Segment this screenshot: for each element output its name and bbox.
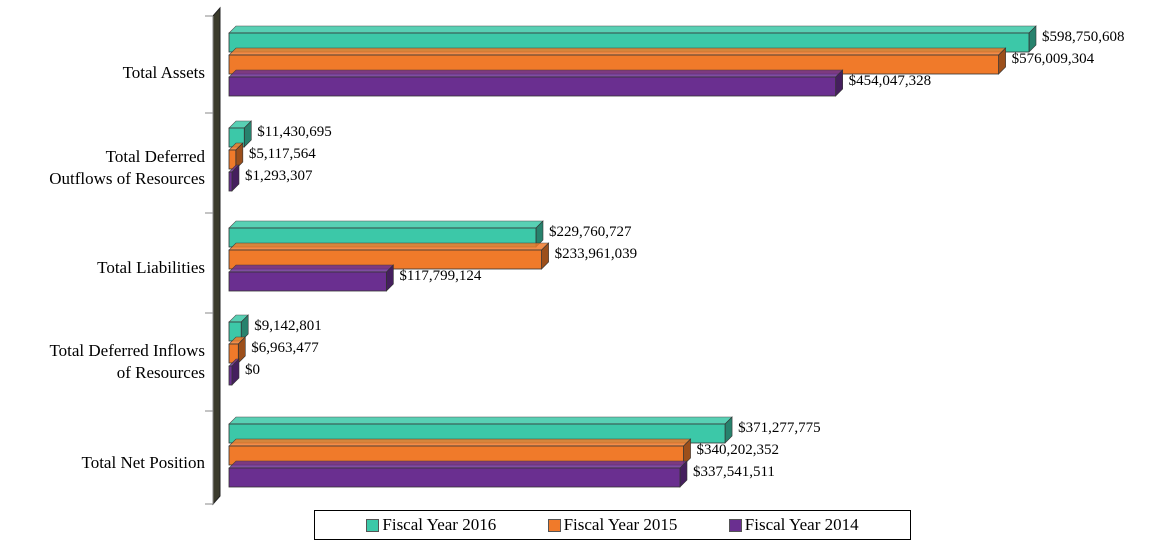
bar-top-face (228, 47, 1007, 56)
data-label: $5,117,564 (249, 146, 316, 162)
data-label: $9,142,801 (254, 318, 321, 334)
bar (228, 467, 681, 488)
data-label: $371,277,775 (738, 420, 821, 436)
legend-item: Fiscal Year 2016 (366, 515, 496, 535)
category-label: Total Net Position (82, 453, 206, 472)
category-label: Outflows of Resources (49, 169, 205, 188)
data-label: $0 (245, 362, 260, 378)
data-label: $598,750,608 (1042, 29, 1125, 45)
bar-top-face (228, 25, 1037, 34)
bar-chart: Total Assets Total Deferred Outflows of Re… (49, 6, 1125, 506)
data-label: $454,047,328 (849, 73, 932, 89)
legend-swatch (728, 518, 742, 532)
legend-swatch (366, 518, 380, 532)
legend-label: Fiscal Year 2015 (563, 515, 678, 534)
axis-wall (212, 6, 221, 506)
data-label: $337,541,511 (693, 464, 775, 480)
data-label: $233,961,039 (555, 246, 638, 262)
bar-top-face (228, 416, 733, 425)
bar (228, 76, 837, 97)
bar-top-face (228, 460, 688, 469)
bar-top-face (228, 438, 692, 447)
data-label: $576,009,304 (1012, 51, 1095, 67)
category-label: Total Assets (123, 63, 205, 82)
bar (228, 365, 233, 386)
bar-top-face (228, 220, 544, 229)
bar (228, 171, 233, 192)
category-label: Total Deferred Inflows (49, 341, 205, 360)
legend-item: Fiscal Year 2014 (728, 515, 859, 535)
legend-swatch (547, 518, 561, 532)
bar-top-face (228, 242, 550, 251)
category-label: Total Liabilities (97, 258, 205, 277)
data-label: $229,760,727 (549, 224, 632, 240)
data-label: $1,293,307 (245, 168, 313, 184)
category-label: of Resources (117, 363, 205, 382)
data-label: $340,202,352 (697, 442, 780, 458)
bar-top-face (228, 264, 395, 273)
data-label: $6,963,477 (251, 340, 319, 356)
bar-top-face (228, 69, 844, 78)
data-label: $11,430,695 (257, 124, 331, 140)
bar (228, 271, 387, 292)
chart-legend: Fiscal Year 2016 Fiscal Year 2015 Fiscal Y… (314, 510, 911, 540)
legend-label: Fiscal Year 2016 (382, 515, 497, 534)
legend-item: Fiscal Year 2015 (547, 515, 678, 535)
data-label: $117,799,124 (399, 268, 481, 284)
category-label: Total Deferred (106, 147, 206, 166)
legend-label: Fiscal Year 2014 (744, 515, 859, 534)
